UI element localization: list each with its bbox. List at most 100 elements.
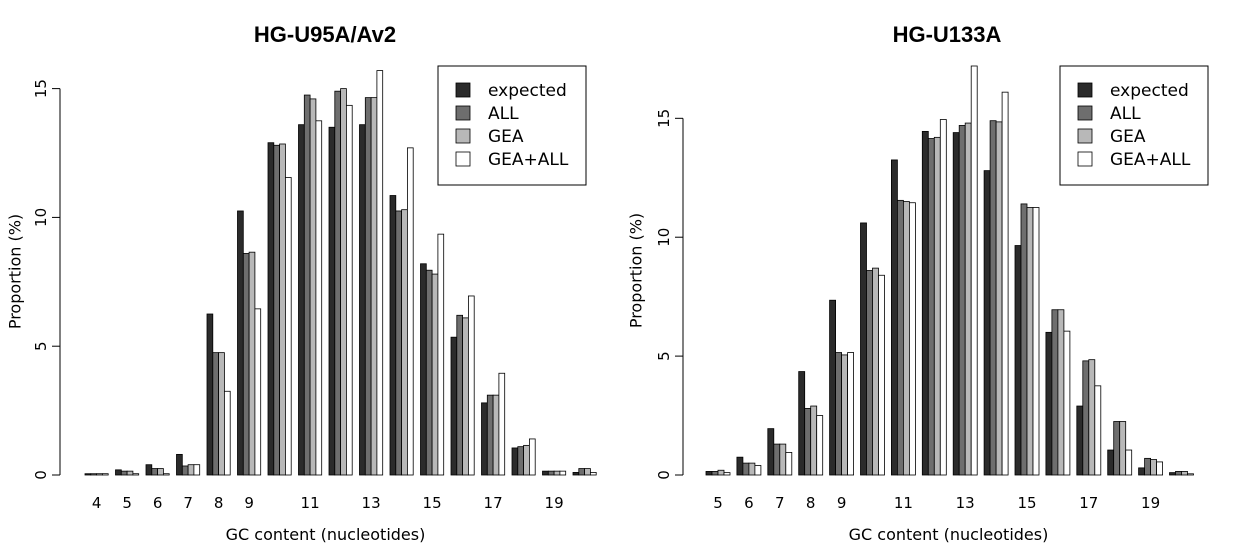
bar-gea-8 [810,405,818,476]
bar-gea-plus-all-8 [816,415,824,476]
bar-gea-9 [841,354,848,476]
bar-expected-8 [206,313,214,476]
bar-expected-20 [572,472,580,476]
bar-all-16 [456,314,463,476]
bar-gea-plus-all-9 [254,308,262,476]
legend-label: GEA [488,127,524,147]
bar-gea-12 [340,88,347,476]
bar-expected-10 [860,222,867,476]
bar-gea-12 [933,136,941,476]
y-tick-label: 0 [32,470,50,480]
bar-all-4 [90,473,98,476]
bar-gea-plus-all-7 [193,464,201,476]
x-tick-label: 9 [244,494,254,512]
bar-all-5 [120,470,128,476]
bar-all-15 [425,269,433,476]
bar-expected-17 [1076,405,1084,476]
bar-gea-plus-all-16 [467,295,475,476]
bar-expected-6 [145,464,153,476]
bar-gea-plus-all-10 [284,177,292,476]
bar-gea-plus-all-19 [1156,461,1163,476]
x-tick-label: 4 [92,494,102,512]
legend-swatch [1077,105,1093,121]
bar-all-10 [273,144,280,476]
bar-gea-6 [157,468,164,476]
bar-all-14 [989,120,997,476]
bar-gea-18 [1119,421,1127,476]
bar-gea-plus-all-12 [345,104,353,476]
bar-gea-plus-all-14 [1001,91,1009,476]
bar-gea-11 [309,98,317,476]
bar-gea-5 [126,470,134,476]
bar-all-12 [334,90,341,476]
bar-expected-5 [115,469,122,476]
bar-expected-9 [237,210,244,476]
x-tick-label: 13 [956,494,975,512]
legend-label: GEA+ALL [1110,150,1191,170]
bar-expected-9 [829,299,836,476]
legend-swatch [1077,151,1093,167]
legend-label: GEA [1110,127,1146,147]
bar-gea-plus-all-12 [939,119,947,476]
bar-all-6 [151,468,159,476]
y-axis-label: Proportion (%) [627,213,646,328]
x-tick-label: 17 [484,494,503,512]
bar-gea-6 [748,462,756,476]
bar-all-9 [835,352,842,476]
bar-expected-13 [952,132,960,476]
bar-gea-plus-all-15 [437,233,445,476]
x-tick-label: 7 [775,494,785,512]
bar-gea-10 [279,143,286,476]
bar-all-19 [547,470,555,476]
bar-all-13 [364,97,372,476]
bar-gea-plus-all-10 [878,274,885,476]
bar-gea-20 [584,468,591,476]
legend-label: ALL [1110,104,1141,124]
legend: expected ALL GEA GEA+ALL [437,65,587,186]
y-tick-label: 15 [32,79,50,98]
bar-expected-16 [1045,331,1053,476]
x-tick-label: 8 [214,494,224,512]
legend-swatch [455,128,471,144]
x-tick-label: 13 [362,494,381,512]
bar-expected-11 [891,159,898,476]
x-axis-label: GC content (nucleotides) [849,525,1049,544]
bar-gea-plus-all-9 [847,352,854,476]
bar-all-15 [1020,203,1028,476]
bar-expected-5 [705,471,713,476]
bar-expected-16 [450,336,458,476]
bar-gea-7 [779,443,787,476]
bar-expected-17 [481,402,488,476]
x-tick-label: 11 [894,494,913,512]
bar-gea-plus-all-20 [590,472,597,476]
bar-expected-14 [389,195,397,476]
bar-gea-7 [187,464,195,476]
bar-gea-plus-all-14 [406,147,414,476]
y-tick-label: 5 [655,351,673,361]
bar-gea-plus-all-6 [754,465,762,476]
bar-gea-plus-all-11 [315,120,323,476]
bar-gea-13 [370,97,378,476]
bar-expected-8 [798,371,806,476]
bar-all-20 [1175,471,1182,476]
bar-gea-plus-all-15 [1032,207,1040,476]
chart-title: HG-U95A/Av2 [254,22,396,47]
bar-gea-14 [995,121,1003,476]
bar-all-9 [242,253,250,476]
bar-gea-8 [218,352,225,476]
bar-gea-14 [401,209,408,476]
legend-swatch [455,105,471,121]
x-tick-label: 11 [301,494,320,512]
bar-gea-plus-all-18 [1125,449,1133,476]
x-axis-label: GC content (nucleotides) [226,525,426,544]
bar-expected-18 [1107,449,1115,476]
bar-all-7 [773,443,781,476]
bar-expected-15 [1014,245,1022,476]
y-tick-label: 5 [32,341,50,351]
legend-label: expected [488,81,567,101]
bar-all-13 [958,125,966,476]
y-axis-label: Proportion (%) [6,214,25,329]
legend-swatch [1077,82,1093,98]
bar-gea-plus-all-11 [909,202,916,476]
bar-expected-20 [1169,472,1176,476]
